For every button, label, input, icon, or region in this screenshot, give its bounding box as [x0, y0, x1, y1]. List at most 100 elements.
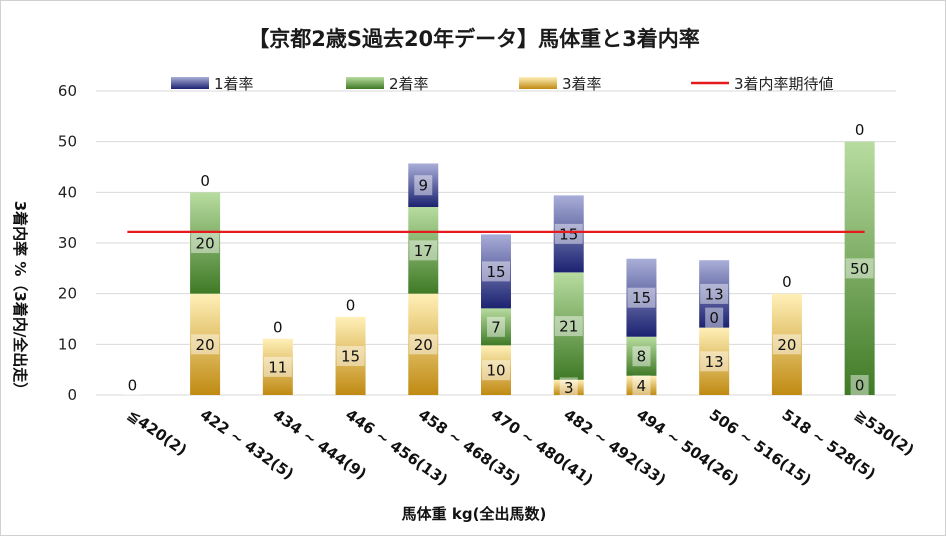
data-label: 0 [128, 377, 138, 395]
x-axis-title: 馬体重 kg(全出馬数) [402, 505, 547, 523]
x-tick-label: ≦420(2) [124, 406, 190, 460]
data-label: 0 [273, 318, 283, 336]
data-label-bg [196, 170, 215, 191]
data-label-bg [268, 316, 287, 337]
data-label: 50 [850, 260, 869, 278]
bar-2着率 [844, 141, 875, 395]
data-label-bg [705, 307, 724, 328]
x-axis: ≦420(2) 422 ~ 432(5)434 ~ 444(9)446 ~ 456… [124, 406, 917, 490]
data-label: 13 [705, 353, 724, 371]
data-label: 20 [414, 336, 433, 354]
data-label: 13 [705, 285, 724, 303]
data-label: 7 [491, 318, 501, 336]
bar-2着率 [190, 192, 221, 294]
bars [190, 141, 875, 395]
bar-2着率 [408, 207, 439, 294]
chart-title: 【京都2歳S過去20年データ】馬体重と3着内率 [248, 27, 700, 51]
legend-swatch [346, 77, 384, 89]
data-label: 0 [855, 121, 865, 139]
data-label: 3 [564, 379, 574, 397]
y-tick-label: 40 [58, 183, 77, 201]
data-label-bg [554, 316, 583, 337]
legend: 1着率 2着率 3着率 3着内率期待値 [171, 75, 834, 93]
bar-3着率 [481, 345, 511, 395]
bar-3着率 [190, 293, 221, 395]
data-label-bg [409, 240, 438, 261]
y-tick-label: 0 [67, 386, 77, 404]
data-label-bg [559, 377, 578, 398]
legend-label: 2着率 [389, 75, 429, 93]
data-label: 10 [486, 362, 505, 380]
data-label: 0 [200, 172, 210, 190]
y-axis: 0 10 20 30 40 50 60 [58, 82, 77, 404]
y-tick-label: 20 [58, 285, 77, 303]
data-label-bg [123, 375, 142, 395]
data-label-bg [632, 346, 651, 367]
y-tick-label: 60 [58, 82, 77, 100]
legend-label: 1着率 [214, 75, 254, 93]
bar-2着率 [553, 272, 584, 380]
bar-3着率 [771, 293, 802, 395]
data-label: 9 [418, 177, 428, 195]
data-label: 20 [196, 235, 215, 253]
y-tick-label: 10 [58, 335, 77, 353]
data-label: 0 [709, 309, 719, 327]
bar-2着率 [481, 308, 511, 346]
bar-3着率 [626, 375, 657, 395]
data-label: 11 [268, 358, 287, 376]
data-labels: 0 20 20 0 11 0 15 0 20 17 9 10 7 15 3 21 15 4 8 15 13 0 13 20 0 0… [123, 119, 874, 398]
y-tick-label: 50 [58, 133, 77, 151]
data-label: 20 [777, 336, 796, 354]
data-label-bg [414, 175, 433, 196]
data-label-bg [632, 375, 651, 396]
data-label-bg [263, 356, 292, 377]
bar-3着率 [335, 316, 366, 395]
y-axis-title: 3着内率 %（3着内/全出走） [11, 201, 29, 398]
data-label-bg [482, 360, 510, 381]
bar-3着率 [262, 338, 293, 395]
data-label: 0 [782, 273, 792, 291]
data-label: 15 [559, 225, 578, 243]
data-label-bg [409, 334, 438, 355]
legend-label: 3着内率期待値 [734, 75, 834, 93]
bar-3着率 [553, 379, 584, 395]
data-label-bg [700, 351, 729, 372]
data-label: 15 [341, 347, 360, 365]
y-tick-label: 30 [58, 234, 77, 252]
data-label: 0 [855, 377, 865, 395]
data-label: 15 [632, 289, 651, 307]
legend-label: 3着率 [562, 75, 602, 93]
data-label-bg [191, 233, 220, 253]
bar-1着率 [553, 195, 584, 273]
data-label: 21 [559, 318, 578, 336]
bar-1着率 [481, 234, 511, 309]
data-label: 15 [486, 263, 505, 281]
data-label-bg [700, 283, 729, 304]
data-label-bg [487, 316, 505, 337]
bar-2着率 [626, 336, 657, 376]
bar-3着率 [408, 293, 439, 395]
bar-3着率 [699, 327, 730, 395]
data-label-bg [845, 258, 874, 279]
bar-1着率 [699, 260, 730, 328]
data-label-bg [777, 271, 796, 292]
data-label-bg [482, 261, 510, 282]
bar-1着率 [626, 258, 657, 337]
data-label-bg [772, 334, 801, 355]
x-tick-label: ≧530(2) [851, 406, 917, 460]
data-label-bg [554, 223, 583, 244]
legend-swatch [171, 77, 209, 89]
data-label-bg [850, 375, 869, 395]
data-label-bg [336, 345, 365, 366]
data-label: 4 [637, 377, 647, 395]
legend-swatch [519, 77, 557, 89]
data-label: 0 [346, 296, 356, 314]
bar-1着率 [408, 163, 439, 208]
data-label-bg [850, 119, 869, 140]
data-label-bg [341, 294, 360, 315]
data-label: 8 [637, 348, 647, 366]
data-label: 20 [196, 336, 215, 354]
data-label: 17 [414, 242, 433, 260]
